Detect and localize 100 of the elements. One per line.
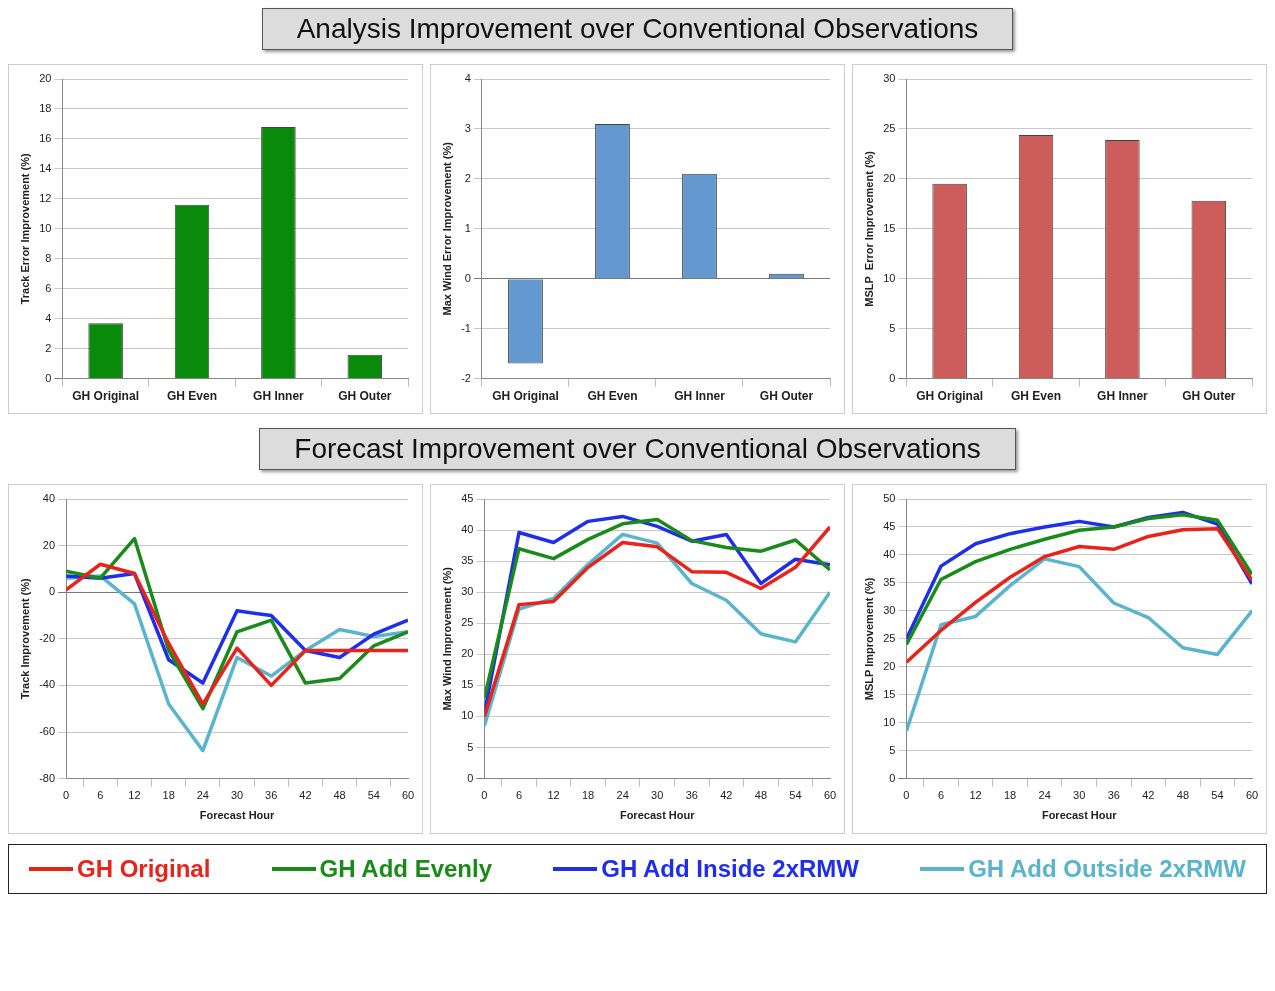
y-axis-title: Track Improvement (%) [18,577,31,700]
x-tick-label: 12 [547,789,560,802]
x-tick-label: 12 [969,789,982,802]
x-tick-label: GH Outer [759,389,814,404]
x-tick-label: 42 [299,789,312,802]
y-tick-label: -60 [39,725,56,738]
x-tick-label: GH Even [1011,389,1062,404]
y-tick-label: -40 [39,678,56,691]
y-tick-label: 10 [461,709,474,722]
y-tick-label: 20 [883,659,896,672]
x-tick-label: 30 [230,789,244,802]
x-tick-label: 30 [651,789,664,802]
y-tick-label: 8 [45,251,52,264]
x-tick-label: 48 [1176,789,1190,802]
x-tick-label: 60 [823,789,837,802]
y-tick-label: 0 [45,371,52,384]
y-tick-label: 3 [464,121,471,134]
y-tick-label: 20 [461,647,474,660]
y-tick-label: 16 [39,131,52,144]
y-tick-label: 30 [461,585,474,598]
x-tick-label: 0 [903,789,910,802]
y-tick-label: 10 [883,271,896,284]
y-tick-label: 25 [461,616,474,629]
legend-label: GH Add Inside 2xRMW [601,855,860,883]
y-tick-label: 15 [883,687,896,700]
x-tick-label: GH Original [492,389,559,404]
x-tick-label: 36 [685,789,698,802]
x-tick-label: GH Inner [674,389,726,404]
x-tick-label: 60 [401,789,415,802]
y-tick-label: 30 [883,603,896,616]
x-tick-label: 6 [937,789,945,802]
text: Forecast Improvement over Conventional Observations [259,428,1016,470]
y-tick-label: 20 [883,171,896,184]
x-tick-label: 0 [481,789,488,802]
y-tick-label: 35 [461,554,474,567]
y-tick-label: 2 [45,341,52,354]
y-tick-label: 40 [42,492,56,505]
y-tick-label: -1 [461,321,471,334]
x-tick-label: GH Original [72,389,139,404]
x-tick-label: 48 [333,789,346,802]
x-tick-label: GH Outer [338,389,392,404]
y-tick-label: 2 [464,171,471,184]
x-tick-label: 6 [97,789,104,802]
y-tick-label: 14 [39,161,52,174]
x-tick-label: 42 [720,789,733,802]
x-tick-label: 48 [754,789,768,802]
y-axis-title: Max Wind Improvement (%) [440,566,453,711]
x-tick-label: 18 [581,789,595,802]
y-tick-label: -80 [39,771,56,784]
y-tick-label: 45 [883,519,896,532]
x-tick-label: GH Inner [1097,389,1149,404]
x-tick-label: 54 [1211,789,1224,802]
y-tick-label: 5 [467,740,474,753]
x-tick-label: 60 [1245,789,1259,802]
x-tick-label: GH Inner [253,389,305,404]
y-tick-label: 10 [39,221,52,234]
text: Analysis Improvement over Conventional Observations [261,8,1014,50]
y-tick-label: 0 [889,371,896,384]
y-tick-label: 4 [464,72,471,85]
y-tick-label: -20 [39,631,56,644]
x-tick-label: 42 [1142,789,1155,802]
y-tick-label: 20 [39,72,52,85]
x-tick-label: GH Even [167,389,218,404]
y-tick-label: 20 [42,538,56,551]
x-axis-title: Forecast Hour [199,809,276,822]
y-tick-label: 10 [883,715,896,728]
y-tick-label: 15 [883,221,896,234]
x-axis-title: Forecast Hour [619,809,696,822]
y-tick-label: 4 [45,311,52,324]
x-tick-label: 54 [367,789,380,802]
x-tick-label: 24 [196,789,209,802]
y-tick-label: 5 [889,321,896,334]
legend-label: GH Original [77,855,211,883]
x-tick-label: GH Even [587,389,638,404]
y-tick-label: 0 [48,585,56,598]
x-tick-label: 18 [1003,789,1017,802]
y-tick-label: 12 [39,191,52,204]
y-tick-label: 0 [889,771,896,784]
y-tick-label: 15 [461,678,474,691]
legend-label: GH Add Outside 2xRMW [968,855,1246,883]
x-tick-label: 24 [1038,789,1051,802]
y-tick-label: 18 [39,101,52,114]
legend-label: GH Add Evenly [319,855,493,883]
y-axis-title: MSLP Error Improvement (%) [862,150,875,307]
x-tick-label: 12 [128,789,141,802]
y-tick-label: 6 [45,281,52,294]
x-tick-label: 30 [1073,789,1086,802]
x-tick-label: 0 [63,789,70,802]
y-tick-label: 25 [883,121,896,134]
y-tick-label: 35 [883,575,896,588]
y-tick-label: 25 [883,631,896,644]
y-tick-label: -2 [461,371,471,384]
x-tick-label: GH Original [916,389,983,404]
y-axis-title: Track Error Improvement (%) [18,152,31,305]
y-tick-label: 30 [883,72,896,85]
y-tick-label: 50 [883,492,896,505]
x-tick-label: 36 [265,789,278,802]
x-tick-label: 6 [515,789,523,802]
y-tick-label: 40 [461,523,474,536]
x-tick-label: GH Outer [1182,389,1236,404]
